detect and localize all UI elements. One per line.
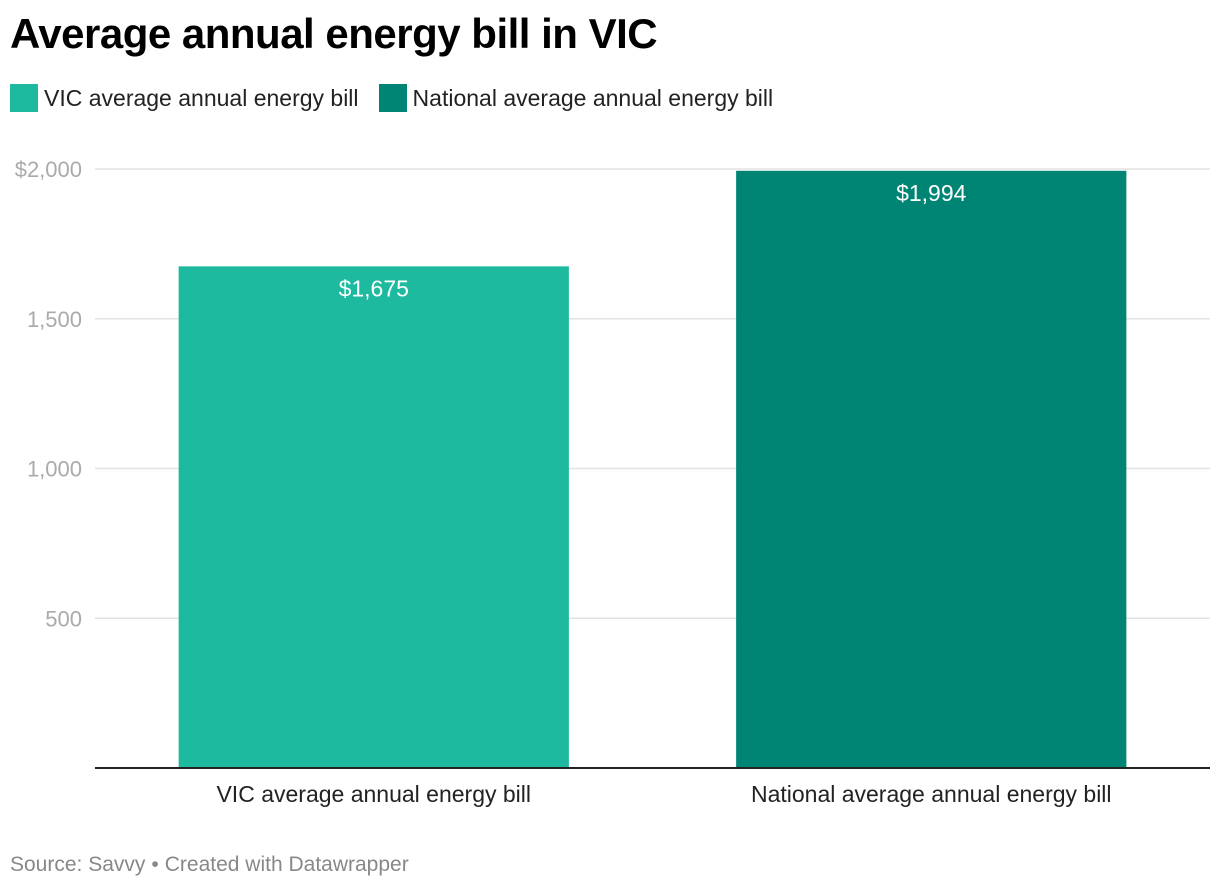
data-label: $1,994 xyxy=(896,180,967,206)
y-tick-label: 1,500 xyxy=(27,307,82,332)
bar xyxy=(736,170,1127,768)
source-text: Source: Savvy xyxy=(10,853,146,876)
data-label: $1,675 xyxy=(339,275,409,301)
bar-chart: $1,675 $1,994 500 1,000 1,500 $2,000 VIC aver… xyxy=(15,157,1210,807)
legend: VIC average annual energy bill National … xyxy=(10,84,793,112)
x-tick-label: National average annual energy bill xyxy=(751,781,1112,807)
legend-item-national: National average annual energy bill xyxy=(378,84,774,112)
legend-swatch-national xyxy=(378,84,407,112)
bars: $1,675 $1,994 xyxy=(178,170,1127,768)
legend-item-vic: VIC average annual energy bill xyxy=(10,84,359,112)
footer-separator: • xyxy=(151,853,159,876)
legend-swatch-vic xyxy=(10,84,38,112)
legend-label-national: National average annual energy bill xyxy=(412,84,774,111)
y-tick-label: 500 xyxy=(45,606,82,631)
axes: 500 1,000 1,500 $2,000 VIC average annual en… xyxy=(15,157,1210,807)
x-tick-label: VIC average annual energy bill xyxy=(216,781,531,807)
credit-text: Created with Datawrapper xyxy=(164,853,409,876)
y-tick-label: $2,000 xyxy=(15,157,82,182)
chart-title: Average annual energy bill in VIC xyxy=(10,10,658,57)
legend-label-vic: VIC average annual energy bill xyxy=(44,84,359,111)
footer: Source: Savvy • Created with Datawrapper xyxy=(10,853,409,877)
y-tick-label: 1,000 xyxy=(27,457,82,482)
bar xyxy=(178,266,569,768)
